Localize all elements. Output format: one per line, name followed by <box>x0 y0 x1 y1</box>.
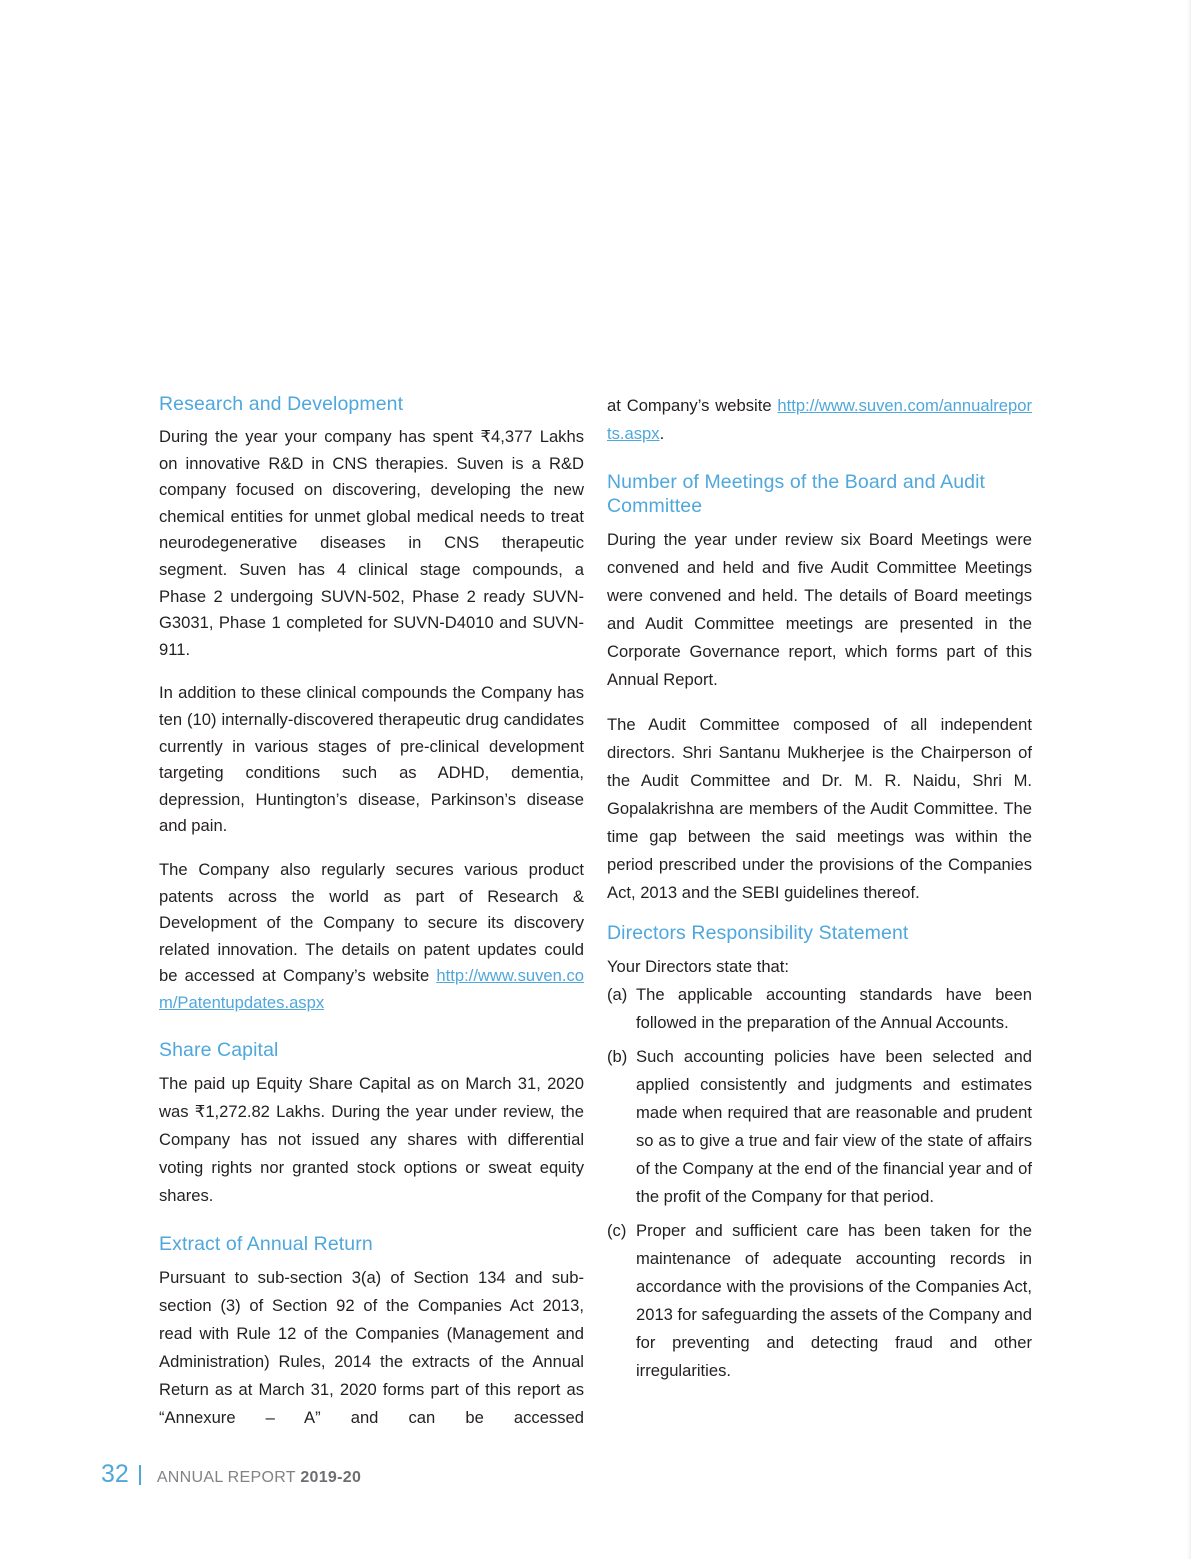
paragraph: In addition to these clinical compounds … <box>159 683 584 836</box>
heading-annual-return: Extract of Annual Return <box>159 1233 373 1256</box>
list-item: (b) Such accounting policies have been se… <box>607 1047 1032 1206</box>
heading-share-capital: Share Capital <box>159 1039 279 1062</box>
annual-reports-link[interactable]: http://www.suven.com/annualreports.aspx <box>607 396 1032 443</box>
list-item: (c) Proper and sufficient care has been t… <box>607 1221 1032 1380</box>
right-column: at Company’s website http://www.suven.co… <box>607 392 1032 1391</box>
page-number: 32 <box>101 1460 129 1488</box>
page-edge-shadow <box>1187 0 1191 1559</box>
patent-updates-link[interactable]: http://www.suven.com/Patentupdates.aspx <box>159 966 584 1012</box>
paragraph: Your Directors state that: <box>607 957 790 976</box>
paragraph: Pursuant to sub-section 3(a) of Section … <box>159 1268 584 1428</box>
paragraph: at Company’s website http://www.suven.co… <box>607 396 1032 443</box>
heading-meetings: Number of Meetings of the Board and Audi… <box>607 471 986 517</box>
paragraph: During the year under review six Board M… <box>607 530 1032 689</box>
paragraph: The Company also regularly secures vario… <box>159 859 584 1012</box>
paragraph: The Audit Committee composed of all inde… <box>607 715 1032 902</box>
footer-divider <box>138 1464 141 1485</box>
paragraph: During the year your company has spent ₹… <box>159 427 584 659</box>
left-column: Research and Development During the year… <box>159 392 584 1449</box>
paragraph: The paid up Equity Share Capital as on M… <box>159 1074 584 1206</box>
list-item: (a) The applicable accounting standards h… <box>607 985 1032 1032</box>
heading-research-development: Research and Development <box>159 393 404 415</box>
heading-directors-responsibility: Directors Responsibility Statement <box>607 922 909 944</box>
report-title: ANNUAL REPORT 2019-20 <box>156 1469 362 1486</box>
page-footer: 32 ANNUAL REPORT 2019-20 <box>101 1460 361 1489</box>
